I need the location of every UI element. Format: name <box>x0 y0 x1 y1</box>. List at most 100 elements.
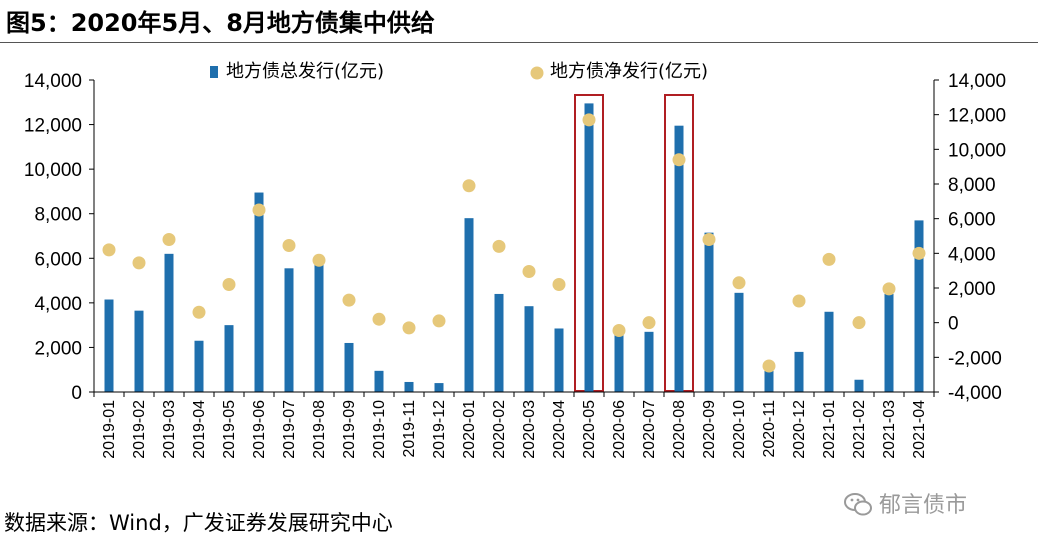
bar <box>704 232 714 392</box>
x-axis: 2019-01 2019-02 2019-03 2019-04 2019-05 2019-… <box>93 391 935 459</box>
bar <box>434 383 444 392</box>
right-tick-label: 8,000 <box>948 175 996 196</box>
x-tick-label: 2019-06 <box>251 400 268 459</box>
bar <box>884 293 894 392</box>
left-tick-label: 12,000 <box>24 116 82 137</box>
bar <box>344 342 354 392</box>
x-tick-label: 2019-11 <box>401 400 418 458</box>
dot <box>162 232 176 246</box>
right-y-axis: -4,000 -2,000 0 2,000 4,000 6,000 8,000 10,000 1… <box>933 71 1006 404</box>
legend-bar-swatch <box>210 66 218 78</box>
dot <box>132 256 146 270</box>
bar-series <box>104 103 924 393</box>
x-tick-label: 2020-09 <box>701 400 718 459</box>
x-tick-label: 2019-12 <box>431 400 448 459</box>
bar <box>464 218 474 392</box>
x-tick-label: 2020-01 <box>461 400 478 459</box>
bar <box>494 293 504 392</box>
chart: 02,0004,0006,0008,00010,00012,00014,000 … <box>24 61 1006 459</box>
dot <box>222 278 236 292</box>
source-note: 数据来源：Wind，广发证券发展研究中心 <box>4 511 393 535</box>
dot <box>762 359 776 373</box>
x-tick-label: 2021-02 <box>851 400 868 459</box>
legend-dot-swatch <box>530 66 544 80</box>
dot <box>792 294 806 308</box>
x-tick-label: 2020-11 <box>761 400 778 458</box>
left-tick-label: 8,000 <box>34 205 82 226</box>
legend-dot-label: 地方债净发行(亿元) <box>550 61 708 82</box>
dot <box>732 276 746 290</box>
left-tick-label: 6,000 <box>34 249 82 270</box>
x-tick-label: 2020-12 <box>791 400 808 459</box>
bar <box>824 311 834 392</box>
x-tick-label: 2019-09 <box>341 400 358 459</box>
bar <box>764 370 774 392</box>
bar <box>854 379 864 392</box>
legend: 地方债总发行(亿元) 地方债净发行(亿元) <box>210 61 708 82</box>
bar <box>914 220 924 392</box>
dot <box>102 243 116 257</box>
bar <box>734 292 744 392</box>
left-tick-label: 10,000 <box>24 160 82 181</box>
right-tick-label: 0 <box>948 314 959 335</box>
x-tick-label: 2020-10 <box>731 400 748 459</box>
bar <box>224 325 234 392</box>
x-tick-label: 2020-08 <box>671 400 688 459</box>
dot-series <box>102 113 926 373</box>
bar <box>794 351 804 392</box>
right-tick-label: 14,000 <box>948 71 1006 92</box>
dot <box>282 239 296 253</box>
bar <box>674 125 684 392</box>
dot <box>342 293 356 307</box>
right-tick-label: -4,000 <box>948 383 1002 404</box>
x-tick-label: 2019-04 <box>191 400 208 459</box>
x-tick-label: 2021-03 <box>881 400 898 459</box>
left-tick-label: 0 <box>71 383 82 404</box>
bar <box>284 268 294 392</box>
dot <box>672 153 686 167</box>
right-tick-label: 6,000 <box>948 210 996 231</box>
x-tick-label: 2019-10 <box>371 400 388 459</box>
left-tick-label: 2,000 <box>34 338 82 359</box>
x-tick-label: 2019-03 <box>161 400 178 459</box>
watermark-text: 郁言债市 <box>879 493 968 518</box>
bar <box>584 103 594 393</box>
bar <box>254 192 264 392</box>
x-tick-label: 2020-05 <box>581 400 598 459</box>
x-tick-label: 2019-05 <box>221 400 238 459</box>
figure-title: 图5：2020年5月、8月地方债集中供给 <box>6 9 435 37</box>
dot <box>642 316 656 330</box>
title-divider <box>0 42 1038 43</box>
x-tick-label: 2019-02 <box>131 400 148 459</box>
bar <box>554 328 564 392</box>
dot <box>312 253 326 267</box>
x-tick-label: 2020-04 <box>551 400 568 459</box>
left-tick-label: 14,000 <box>24 71 82 92</box>
bar <box>164 253 174 392</box>
bar <box>314 262 324 392</box>
legend-bar-label: 地方债总发行(亿元) <box>226 61 384 82</box>
dot <box>552 278 566 292</box>
bar <box>374 370 384 392</box>
x-tick-label: 2020-03 <box>521 400 538 459</box>
bar <box>134 310 144 392</box>
dot <box>192 305 206 319</box>
dot <box>372 312 386 326</box>
dot <box>822 252 836 266</box>
dot <box>582 113 596 127</box>
dot <box>612 323 626 337</box>
left-y-axis: 0 2,000 4,000 6,000 8,000 10,000 12,000 14,000 <box>24 71 95 404</box>
dot <box>882 282 896 296</box>
dot <box>702 232 716 246</box>
right-tick-label: -2,000 <box>948 348 1002 369</box>
bar <box>524 306 534 392</box>
dot <box>432 314 446 328</box>
dot <box>522 265 536 279</box>
bar <box>614 330 624 392</box>
bar <box>194 340 204 392</box>
dot <box>912 246 926 260</box>
dot <box>402 321 416 335</box>
right-tick-label: 4,000 <box>948 244 996 265</box>
bar <box>644 331 654 392</box>
right-tick-label: 2,000 <box>948 279 996 300</box>
